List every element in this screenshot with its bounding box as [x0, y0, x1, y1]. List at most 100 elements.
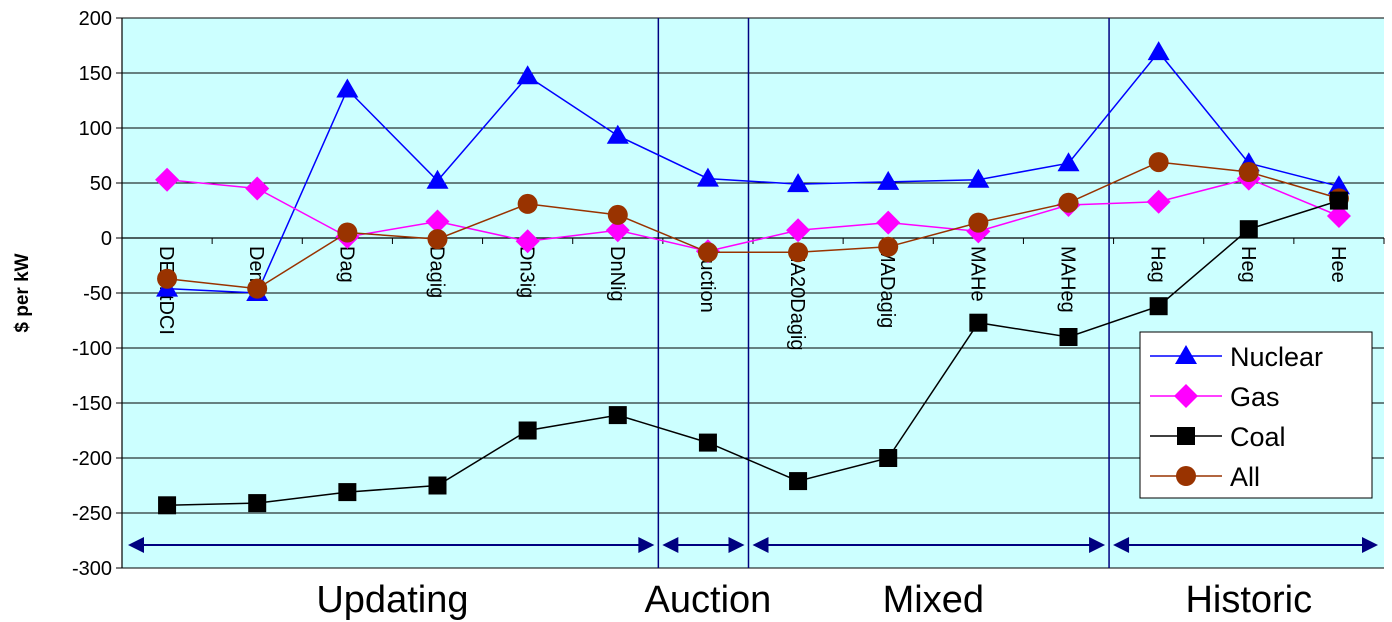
data-point: [877, 170, 900, 190]
group-label: Updating: [316, 579, 468, 621]
arrow-head-left: [128, 537, 144, 553]
data-point: [1059, 328, 1078, 346]
data-point: [1238, 162, 1259, 182]
data-point: [1329, 191, 1348, 210]
data-point: [876, 210, 901, 235]
data-point: [517, 193, 538, 214]
group-arrow: [752, 537, 1106, 553]
series-line: [166, 161, 1340, 290]
category-label: Hee: [1327, 246, 1349, 283]
group-label: Historic: [1185, 579, 1312, 621]
category-label: Auction: [696, 246, 718, 313]
data-point: [788, 242, 809, 263]
group-dividers: [657, 18, 1110, 568]
arrow-head-left: [752, 537, 769, 553]
category-label: Dagig: [426, 246, 448, 298]
legend-item-coal: Coal: [1150, 422, 1286, 452]
data-point: [968, 212, 989, 233]
data-point: [787, 173, 810, 193]
series-coal: [158, 191, 1348, 515]
data-point: [1149, 297, 1168, 316]
data-point: [518, 421, 537, 440]
gridlines: [122, 17, 1384, 569]
y-tick-label: -300: [72, 558, 112, 580]
data-point: [1327, 175, 1350, 195]
arrow-head-right: [638, 537, 655, 553]
group-labels: Updating Auction Mixed Historic: [316, 579, 1312, 621]
legend-item-gas: Gas: [1150, 382, 1280, 412]
data-point: [1174, 384, 1198, 408]
data-point: [605, 218, 630, 243]
group-arrows: [128, 537, 1378, 553]
group-label: Mixed: [883, 579, 984, 621]
data-point: [789, 472, 808, 491]
data-point: [245, 176, 270, 201]
data-point: [697, 242, 718, 263]
group-arrow: [128, 537, 655, 553]
category-label: Hag: [1147, 246, 1169, 283]
data-point: [425, 209, 450, 234]
y-tick-label: -200: [72, 448, 112, 470]
data-point: [696, 167, 719, 187]
legend-item-all: All: [1150, 462, 1260, 492]
data-point: [248, 494, 267, 513]
axes: 200 150 100 50 0 -50 -100 -150 -200 -250 -300: [72, 8, 1385, 580]
data-point: [1177, 427, 1195, 445]
arrow-head-right: [728, 537, 745, 553]
y-tick-label: -150: [72, 393, 112, 415]
data-point: [1148, 152, 1169, 173]
data-point: [1239, 220, 1258, 239]
data-point: [157, 268, 178, 289]
group-arrow: [662, 537, 745, 553]
data-point: [1057, 152, 1080, 172]
data-point: [878, 236, 899, 257]
y-axis-label: $ per kW: [12, 253, 33, 332]
y-tick-label: -100: [72, 338, 112, 360]
data-point: [247, 278, 268, 299]
legend-label: Nuclear: [1230, 342, 1323, 372]
data-point: [338, 483, 357, 502]
arrow-head-right: [1362, 537, 1378, 553]
arrow-head-left: [662, 537, 679, 553]
series-line: [167, 199, 1340, 507]
data-point: [1146, 189, 1171, 214]
data-point: [786, 218, 811, 243]
category-label: MAHe: [966, 246, 988, 302]
data-point: [698, 433, 717, 452]
category-label: MADagig: [876, 246, 898, 328]
series-line: [167, 50, 1340, 294]
data-point: [967, 168, 990, 188]
data-point: [427, 229, 448, 250]
category-label: MA20Dagig: [786, 246, 808, 351]
series-layer: [155, 41, 1351, 515]
y-tick-label: -50: [83, 283, 112, 305]
data-point: [1058, 192, 1079, 213]
legend-label: All: [1230, 462, 1260, 492]
data-point: [969, 313, 988, 332]
data-point: [158, 496, 177, 515]
data-point: [337, 222, 358, 243]
category-label: Heg: [1237, 246, 1259, 283]
arrow-head-right: [1089, 537, 1106, 553]
data-point: [1176, 466, 1196, 486]
legend-label: Coal: [1230, 422, 1286, 452]
y-tick-label: 100: [79, 118, 112, 140]
data-point: [606, 124, 629, 144]
data-point: [1147, 41, 1170, 61]
category-labels: DEmitDCIDemitDagDagigDn3igDnNigAuctionMA…: [155, 246, 1349, 351]
category-label: DnNig: [606, 246, 628, 302]
group-arrow: [1113, 537, 1378, 553]
data-point: [1326, 204, 1351, 228]
data-point: [1175, 345, 1197, 364]
y-tick-label: 50: [90, 173, 112, 195]
data-point: [428, 476, 447, 495]
y-tick-label: 0: [101, 228, 112, 250]
legend-label: Gas: [1230, 382, 1280, 412]
data-point: [607, 204, 628, 225]
y-tick-label: 150: [79, 63, 112, 85]
category-label: MAHeg: [1057, 246, 1079, 313]
data-point: [879, 449, 898, 467]
legend-item-nuclear: Nuclear: [1150, 342, 1323, 372]
data-point: [608, 406, 627, 425]
